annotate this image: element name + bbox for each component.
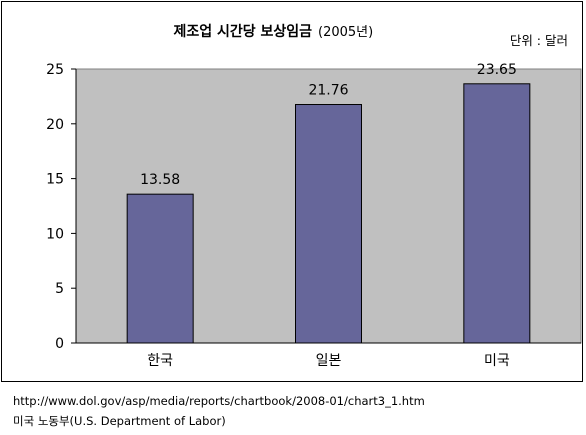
bar-chart: 제조업 시간당 보상임금 (2005년) 단위 : 달러 0510152025 …	[46, 23, 582, 369]
chart-frame: 제조업 시간당 보상임금 (2005년) 단위 : 달러 0 5 10 15 20 25 …	[1, 1, 583, 382]
bar-value-label: 21.76	[308, 83, 348, 99]
y-axis-ticks: 0 5 10 15 20 25	[46, 62, 76, 352]
chart-subtitle: (2005년)	[318, 25, 373, 40]
bars: 13.58 한국 21.76 일본 23.65 미국	[126, 62, 531, 369]
x-category-label: 한국	[147, 353, 173, 369]
y-tick-label: 5	[55, 281, 64, 297]
bar-value-label: 13.58	[140, 172, 180, 188]
y-tick-label: 0	[55, 336, 64, 352]
x-category-label: 미국	[484, 353, 510, 369]
source-url: http://www.dol.gov/asp/media/reports/cha…	[13, 394, 425, 408]
chart-title: 제조업 시간당 보상임금	[173, 23, 312, 40]
x-category-label: 일본	[316, 353, 342, 369]
bar	[295, 104, 362, 344]
y-tick-label: 15	[46, 172, 64, 188]
source-organization: 미국 노동부(U.S. Department of Labor)	[13, 414, 226, 428]
y-tick-label: 20	[46, 117, 64, 133]
y-tick-label: 25	[46, 62, 64, 78]
unit-label: 단위 : 달러	[510, 33, 568, 48]
bar-value-label: 23.65	[477, 62, 517, 78]
bar	[463, 83, 531, 344]
bar	[126, 193, 194, 344]
y-tick-label: 10	[46, 226, 64, 242]
